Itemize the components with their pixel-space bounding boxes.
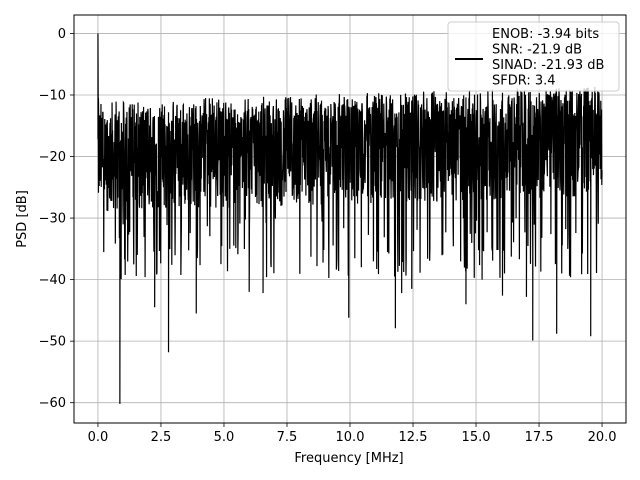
x-tick-label: 5.0 [214, 430, 235, 445]
y-axis-ticks: 0 −10 −20 −30 −40 −50 −60 [39, 27, 74, 411]
psd-trace [97, 33, 603, 404]
x-tick-label: 7.5 [277, 430, 298, 445]
y-tick-label: −50 [39, 335, 66, 350]
y-tick-label: −40 [39, 273, 66, 288]
y-tick-label: −10 [39, 89, 66, 104]
x-tick-label: 12.5 [399, 430, 428, 445]
y-tick-label: −60 [39, 396, 66, 411]
x-tick-label: 0.0 [88, 430, 109, 445]
x-tick-label: 2.5 [151, 430, 172, 445]
legend-line: SFDR: 3.4 [492, 74, 556, 89]
y-tick-label: −20 [39, 150, 66, 165]
y-tick-label: −30 [39, 212, 66, 227]
x-tick-label: 17.5 [525, 430, 554, 445]
x-axis-label: Frequency [MHz] [294, 451, 403, 466]
x-tick-label: 15.0 [462, 430, 491, 445]
x-tick-label: 10.0 [336, 430, 365, 445]
y-axis-label: PSD [dB] [15, 190, 30, 248]
legend-line: ENOB: -3.94 bits [492, 27, 599, 42]
x-tick-label: 20.0 [588, 430, 617, 445]
legend: ENOB: -3.94 bits SNR: -21.9 dB SINAD: -21.… [447, 21, 620, 92]
y-tick-label: 0 [58, 27, 66, 42]
legend-box [447, 21, 620, 92]
legend-line: SNR: -21.9 dB [492, 43, 582, 58]
legend-label: ENOB: -3.94 bits SNR: -21.9 dB SINAD: -21.… [492, 27, 604, 89]
x-axis-ticks: 0.0 2.5 5.0 7.5 10.0 12.5 15.0 17.5 20.0 [88, 423, 617, 445]
legend-line: SINAD: -21.93 dB [492, 58, 604, 73]
psd-line [97, 33, 603, 404]
